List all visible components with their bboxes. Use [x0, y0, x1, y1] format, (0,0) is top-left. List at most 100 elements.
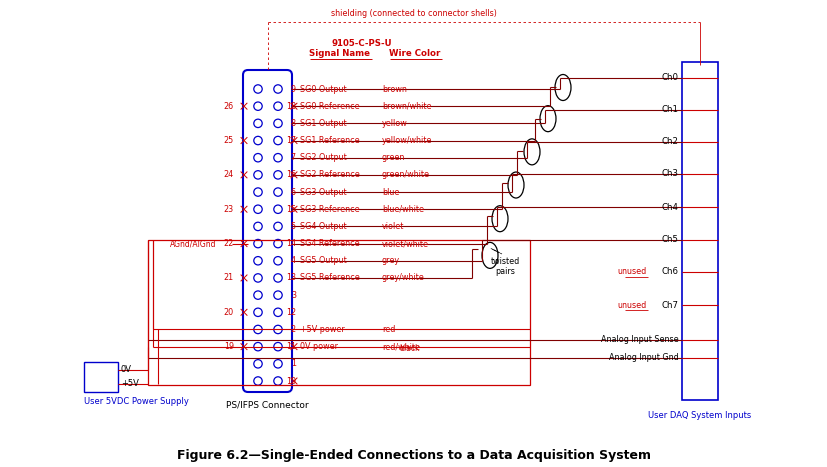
Circle shape — [254, 119, 262, 127]
Text: unused: unused — [617, 268, 646, 276]
Circle shape — [274, 119, 282, 127]
Text: Wire Color: Wire Color — [389, 50, 440, 58]
Text: Analog Input Sense: Analog Input Sense — [600, 335, 678, 345]
Circle shape — [254, 256, 262, 265]
Text: 18: 18 — [285, 102, 295, 111]
Text: SG0 Output: SG0 Output — [299, 85, 347, 93]
Text: SG5 Output: SG5 Output — [299, 256, 347, 265]
Circle shape — [254, 154, 262, 162]
Text: 5: 5 — [290, 222, 295, 231]
Text: 20: 20 — [223, 308, 234, 317]
Text: 0V power: 0V power — [299, 342, 337, 351]
Text: SG2 Output: SG2 Output — [299, 153, 347, 162]
Text: 1: 1 — [290, 359, 295, 368]
Text: Ch4: Ch4 — [662, 203, 678, 212]
Circle shape — [254, 308, 262, 317]
Circle shape — [254, 325, 262, 333]
Circle shape — [274, 377, 282, 385]
Circle shape — [274, 256, 282, 265]
Text: twisted: twisted — [490, 257, 519, 267]
Text: yellow/white: yellow/white — [381, 136, 432, 145]
Text: 23: 23 — [223, 205, 234, 214]
Text: 15: 15 — [285, 205, 295, 214]
Circle shape — [254, 102, 262, 110]
Circle shape — [274, 360, 282, 368]
Circle shape — [254, 360, 262, 368]
Text: shielding (connected to connector shells): shielding (connected to connector shells… — [331, 9, 496, 18]
Circle shape — [254, 188, 262, 196]
Text: Signal Name: Signal Name — [309, 50, 370, 58]
Text: Analog Input Gnd: Analog Input Gnd — [609, 354, 678, 362]
Text: pairs: pairs — [495, 268, 514, 276]
Text: 13: 13 — [285, 274, 295, 283]
Text: Figure 6.2—Single-Ended Connections to a Data Acquisition System: Figure 6.2—Single-Ended Connections to a… — [177, 448, 650, 461]
Text: Ch5: Ch5 — [662, 235, 678, 245]
Text: 8: 8 — [290, 119, 295, 128]
Text: Ch1: Ch1 — [662, 106, 678, 114]
Text: unused: unused — [617, 300, 646, 310]
Circle shape — [274, 85, 282, 93]
Circle shape — [274, 274, 282, 282]
Text: Ch7: Ch7 — [662, 300, 678, 310]
Text: +5V: +5V — [121, 380, 139, 389]
Circle shape — [274, 308, 282, 317]
Circle shape — [254, 222, 262, 231]
Text: AGnd/AIGnd: AGnd/AIGnd — [170, 239, 216, 248]
Text: grey: grey — [381, 256, 399, 265]
Circle shape — [274, 291, 282, 299]
Text: 11: 11 — [285, 342, 295, 351]
Text: SG1 Output: SG1 Output — [299, 119, 347, 128]
Text: Ch6: Ch6 — [662, 268, 678, 276]
Text: User 5VDC Power Supply: User 5VDC Power Supply — [84, 397, 189, 406]
Text: SG4 Reference: SG4 Reference — [299, 239, 359, 248]
Text: SG3 Reference: SG3 Reference — [299, 205, 359, 214]
Text: 17: 17 — [285, 136, 295, 145]
Text: +5V power: +5V power — [299, 325, 344, 334]
Text: User DAQ System Inputs: User DAQ System Inputs — [648, 411, 751, 420]
Circle shape — [254, 377, 262, 385]
Text: 9105-C-PS-U: 9105-C-PS-U — [332, 40, 392, 49]
Text: green: green — [381, 153, 405, 162]
Text: blue/white: blue/white — [381, 205, 423, 214]
Text: red/white: red/white — [381, 342, 419, 351]
Text: green/white: green/white — [381, 170, 429, 179]
Text: yellow: yellow — [381, 119, 407, 128]
Text: 19: 19 — [223, 342, 234, 351]
Circle shape — [274, 342, 282, 351]
Text: grey/white: grey/white — [381, 274, 424, 283]
Text: 6: 6 — [290, 188, 295, 197]
Text: PS/IFPS Connector: PS/IFPS Connector — [226, 401, 308, 410]
Circle shape — [274, 325, 282, 333]
Circle shape — [274, 240, 282, 248]
Circle shape — [254, 136, 262, 145]
Text: Ch0: Ch0 — [662, 73, 678, 83]
Text: 22: 22 — [223, 239, 234, 248]
Text: 3: 3 — [290, 290, 295, 300]
Circle shape — [254, 240, 262, 248]
Text: 2: 2 — [290, 325, 295, 334]
Text: SG4 Output: SG4 Output — [299, 222, 347, 231]
Text: violet/white: violet/white — [381, 239, 428, 248]
Text: violet: violet — [381, 222, 404, 231]
Circle shape — [254, 274, 262, 282]
Text: 26: 26 — [223, 102, 234, 111]
Text: Ch2: Ch2 — [662, 137, 678, 147]
Text: black: black — [399, 344, 420, 353]
Text: SG5 Reference: SG5 Reference — [299, 274, 359, 283]
Text: brown/white: brown/white — [381, 102, 431, 111]
Circle shape — [274, 222, 282, 231]
Text: 7: 7 — [290, 153, 295, 162]
Text: brown: brown — [381, 85, 406, 93]
Circle shape — [254, 170, 262, 179]
Text: 10: 10 — [285, 376, 295, 385]
Text: Ch3: Ch3 — [662, 170, 678, 178]
Circle shape — [254, 85, 262, 93]
Text: 4: 4 — [290, 256, 295, 265]
Circle shape — [254, 205, 262, 213]
Text: 21: 21 — [223, 274, 234, 283]
Text: 24: 24 — [223, 170, 234, 179]
Text: red: red — [381, 325, 395, 334]
Circle shape — [274, 154, 282, 162]
Circle shape — [274, 205, 282, 213]
Text: 9: 9 — [290, 85, 295, 93]
